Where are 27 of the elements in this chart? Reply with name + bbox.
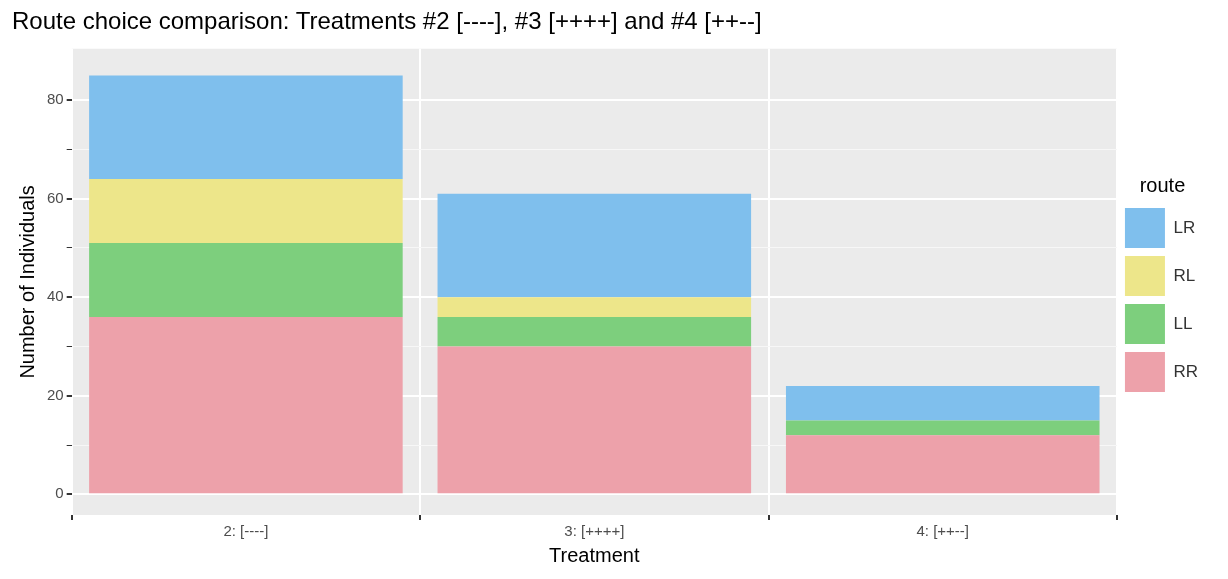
legend-label: RL <box>1173 265 1196 285</box>
legend-label: RR <box>1173 361 1199 381</box>
bar <box>785 385 1100 421</box>
bar <box>437 316 752 347</box>
y-tick-label: 80 <box>47 90 64 108</box>
bar <box>89 75 403 179</box>
bar <box>437 193 752 298</box>
legend-label: LL <box>1173 313 1193 333</box>
chart-title: Route choice comparison: Treatments #2 [----], #3 [++++] and #4 [++--] <box>12 7 762 35</box>
y-tick-label: 60 <box>47 188 64 206</box>
x-tick-label: 2: [----] <box>223 522 269 540</box>
bar <box>89 242 403 317</box>
bar <box>89 178 403 243</box>
y-tick-label: 0 <box>55 484 64 502</box>
y-tick-label: 40 <box>47 287 64 305</box>
legend-title: route <box>1139 173 1186 196</box>
bar <box>785 420 1100 436</box>
bar <box>437 346 752 494</box>
bar <box>437 297 752 317</box>
y-axis-title: Number of Individuals <box>15 185 38 379</box>
x-tick-label: 3: [++++] <box>564 522 625 540</box>
x-tick-label: 4: [++--] <box>916 522 969 540</box>
x-axis-title: Treatment <box>549 543 640 566</box>
legend-label: LR <box>1173 217 1196 237</box>
y-tick-label: 20 <box>47 385 64 403</box>
bar <box>785 435 1100 494</box>
bar <box>89 316 403 494</box>
